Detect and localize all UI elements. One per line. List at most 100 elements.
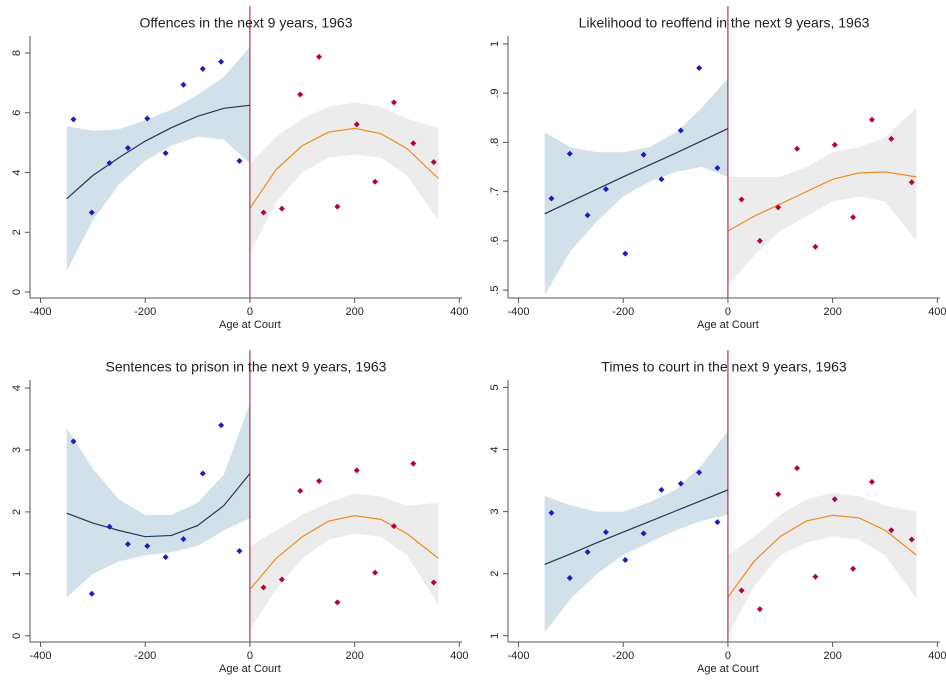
data-point	[738, 587, 745, 594]
data-point	[353, 467, 360, 474]
data-point	[812, 573, 819, 580]
y-tick-label: 3	[11, 447, 23, 453]
confidence-band	[249, 102, 439, 254]
data-point	[548, 509, 555, 516]
x-tick-label: 400	[450, 650, 468, 662]
data-point	[888, 527, 895, 534]
x-tick-label: -400	[507, 306, 529, 318]
data-point	[278, 576, 285, 583]
y-tick-label: 0	[11, 633, 23, 639]
x-tick-label: 400	[450, 306, 468, 318]
data-point	[602, 186, 609, 193]
data-point	[756, 237, 763, 244]
x-tick-label: 200	[345, 650, 363, 662]
data-point	[756, 606, 763, 613]
panel: 0 1 2 3 4 -400 -200 0 200 400 Sentences to prison …	[11, 350, 469, 675]
data-point	[812, 243, 819, 250]
confidence-band	[544, 78, 728, 296]
data-point	[696, 469, 703, 476]
chart-title: Sentences to prison in the next 9 years,…	[106, 359, 387, 375]
y-tick-label: .7	[489, 187, 501, 196]
x-tick-label: -200	[134, 650, 156, 662]
confidence-band	[66, 403, 250, 598]
data-point	[584, 548, 591, 555]
data-point	[316, 53, 323, 60]
x-tick-label: 0	[247, 650, 253, 662]
data-point	[430, 159, 437, 166]
y-tick-label: .8	[489, 138, 501, 147]
x-tick-label: 0	[725, 306, 731, 318]
data-point	[548, 195, 555, 202]
chart-title: Likelihood to reoffend in the next 9 yea…	[579, 15, 870, 31]
data-point	[199, 65, 206, 72]
data-point	[353, 121, 360, 128]
confidence-band	[544, 430, 728, 633]
data-point	[297, 91, 304, 98]
data-point	[775, 491, 782, 498]
data-point	[622, 250, 629, 257]
data-point	[236, 547, 243, 554]
plot-area	[544, 78, 917, 296]
data-point	[775, 204, 782, 211]
data-point	[199, 470, 206, 477]
data-point	[88, 590, 95, 597]
data-point	[868, 116, 875, 123]
data-point	[218, 58, 225, 65]
y-tick-label: 3	[489, 509, 501, 515]
data-point	[410, 460, 417, 467]
confidence-band	[727, 492, 917, 636]
y-tick-label: 8	[11, 50, 23, 56]
y-tick-label: 4	[489, 446, 501, 452]
data-point	[640, 530, 647, 537]
data-point	[88, 209, 95, 216]
x-tick-label: -400	[29, 650, 51, 662]
chart-title: Offences in the next 9 years, 1963	[140, 15, 353, 31]
x-tick-label: 400	[928, 650, 946, 662]
y-tick-label: 1	[489, 41, 501, 47]
fit-line	[544, 128, 729, 215]
data-point	[390, 99, 397, 106]
plot-area	[66, 403, 439, 630]
data-point	[714, 164, 721, 171]
data-point	[850, 565, 857, 572]
fit-line	[544, 489, 729, 565]
x-tick-label: -200	[134, 306, 156, 318]
data-point	[908, 179, 915, 186]
data-point	[677, 480, 684, 487]
data-point	[696, 65, 703, 72]
data-point	[658, 176, 665, 183]
x-tick-label: 200	[345, 306, 363, 318]
fit-line	[66, 104, 250, 200]
data-point	[162, 150, 169, 157]
data-point	[566, 150, 573, 157]
data-point	[218, 422, 225, 429]
fit-line	[727, 514, 917, 598]
data-point	[831, 496, 838, 503]
y-tick-label: .6	[489, 236, 501, 245]
data-point	[566, 575, 573, 582]
data-point	[372, 178, 379, 185]
data-point	[297, 487, 304, 494]
data-point	[106, 159, 113, 166]
y-tick-label: 0	[11, 289, 23, 295]
data-point	[888, 135, 895, 142]
fit-line	[727, 171, 917, 232]
data-point	[180, 536, 187, 543]
data-point	[106, 523, 113, 530]
data-point	[430, 579, 437, 586]
data-point	[714, 519, 721, 526]
x-axis-label: Age at Court	[697, 319, 759, 331]
data-point	[622, 557, 629, 564]
y-tick-label: 1	[489, 633, 501, 639]
panel: .5 .6 .7 .8 .9 1 -400 -200 0 200 400 Likelihood to …	[489, 6, 946, 331]
x-axis-label: Age at Court	[219, 319, 281, 331]
x-tick-label: -400	[29, 306, 51, 318]
data-point	[144, 542, 151, 549]
data-point	[640, 151, 647, 158]
data-point	[677, 127, 684, 134]
data-point	[410, 140, 417, 147]
data-point	[738, 196, 745, 203]
chart-title: Times to court in the next 9 years, 1963	[601, 359, 847, 375]
data-point	[794, 145, 801, 152]
